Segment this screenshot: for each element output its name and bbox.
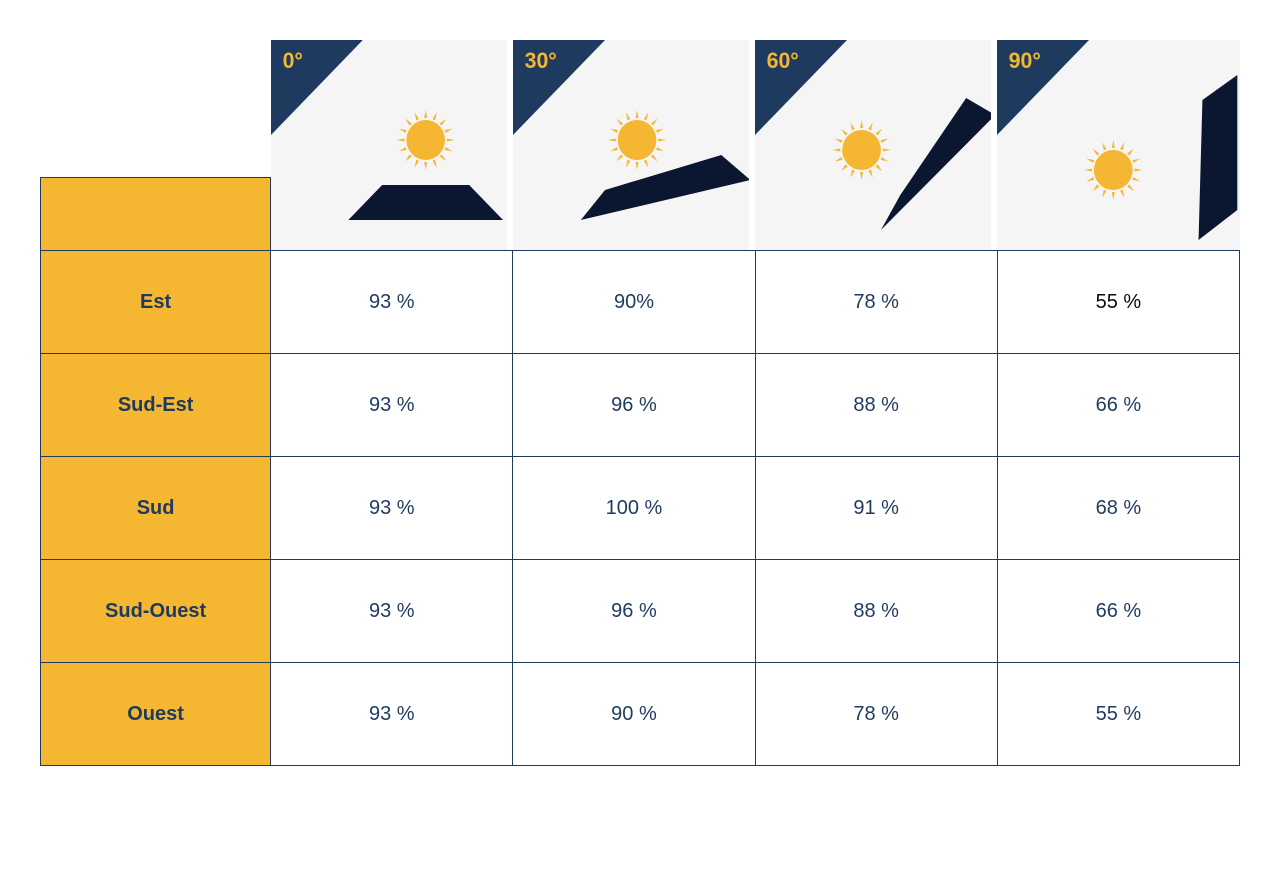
efficiency-cell: 93 %: [271, 354, 513, 457]
panel-icon: [881, 98, 995, 230]
angle-label: 30°: [525, 48, 557, 73]
efficiency-cell: 90 %: [513, 663, 755, 766]
angle-tile: 30°: [513, 40, 755, 250]
efficiency-cell: 93 %: [271, 457, 513, 560]
efficiency-cell: 93 %: [271, 560, 513, 663]
efficiency-cell: 100 %: [513, 457, 755, 560]
table-row: Sud-Ouest93 %96 %88 %66 %: [41, 560, 1240, 663]
angle-label: 90°: [1009, 48, 1041, 73]
table-row: Sud-Est93 %96 %88 %66 %: [41, 354, 1240, 457]
angle-header-cell: 0°: [271, 40, 513, 251]
angle-diagram: 90°: [997, 40, 1239, 250]
row-header: Sud: [41, 457, 271, 560]
efficiency-cell: 90%: [513, 251, 755, 354]
row-header: Est: [41, 251, 271, 354]
table-row: Est93 %90%78 %55 %: [41, 251, 1240, 354]
row-header: Sud-Est: [41, 354, 271, 457]
angle-header-cell: 90°: [997, 40, 1239, 251]
angle-header-cell: 60°: [755, 40, 997, 251]
panel-icon: [581, 155, 751, 220]
efficiency-cell: 96 %: [513, 354, 755, 457]
angle-label: 60°: [767, 48, 799, 73]
efficiency-cell: 66 %: [997, 560, 1239, 663]
efficiency-cell: 91 %: [755, 457, 997, 560]
angle-tile: 60°: [755, 40, 997, 250]
angle-diagram: 60°: [755, 40, 997, 250]
efficiency-cell: 88 %: [755, 560, 997, 663]
angle-diagram: 0°: [271, 40, 513, 250]
row-header: Ouest: [41, 663, 271, 766]
angle-label: 0°: [283, 48, 303, 73]
efficiency-cell: 93 %: [271, 663, 513, 766]
efficiency-cell: 88 %: [755, 354, 997, 457]
angle-header-cell: 30°: [513, 40, 755, 251]
efficiency-cell: 55 %: [997, 663, 1239, 766]
angle-diagram: 30°: [513, 40, 755, 250]
efficiency-cell: 66 %: [997, 354, 1239, 457]
corner-blank: [41, 40, 271, 178]
angle-tile: 0°: [271, 40, 513, 250]
efficiency-cell: 78 %: [755, 663, 997, 766]
efficiency-cell: 55 %: [997, 251, 1239, 354]
solar-efficiency-table-wrapper: 0° 30° 60° 90° Es: [0, 0, 1280, 806]
efficiency-cell: 78 %: [755, 251, 997, 354]
table-row: Ouest93 %90 %78 %55 %: [41, 663, 1240, 766]
panel-icon: [349, 185, 504, 220]
table-body: Est93 %90%78 %55 %Sud-Est93 %96 %88 %66 …: [41, 251, 1240, 766]
row-header-stub: [41, 178, 271, 251]
angle-tile: 90°: [997, 40, 1239, 250]
panel-icon: [1199, 75, 1238, 240]
table-row: Sud93 %100 %91 %68 %: [41, 457, 1240, 560]
efficiency-cell: 93 %: [271, 251, 513, 354]
efficiency-cell: 96 %: [513, 560, 755, 663]
solar-efficiency-table: 0° 30° 60° 90° Es: [40, 40, 1240, 766]
efficiency-cell: 68 %: [997, 457, 1239, 560]
row-header: Sud-Ouest: [41, 560, 271, 663]
angle-header-row: 0° 30° 60° 90°: [41, 40, 1240, 178]
